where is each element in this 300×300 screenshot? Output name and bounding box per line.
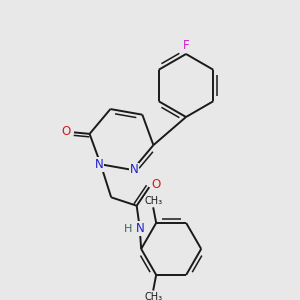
Text: H: H bbox=[124, 224, 133, 234]
Text: O: O bbox=[151, 178, 160, 190]
Text: N: N bbox=[95, 158, 103, 171]
Text: O: O bbox=[62, 125, 71, 138]
Text: N: N bbox=[136, 222, 145, 235]
Text: CH₃: CH₃ bbox=[145, 292, 163, 300]
Text: CH₃: CH₃ bbox=[145, 196, 163, 206]
Text: F: F bbox=[183, 39, 189, 52]
Text: N: N bbox=[130, 164, 139, 176]
